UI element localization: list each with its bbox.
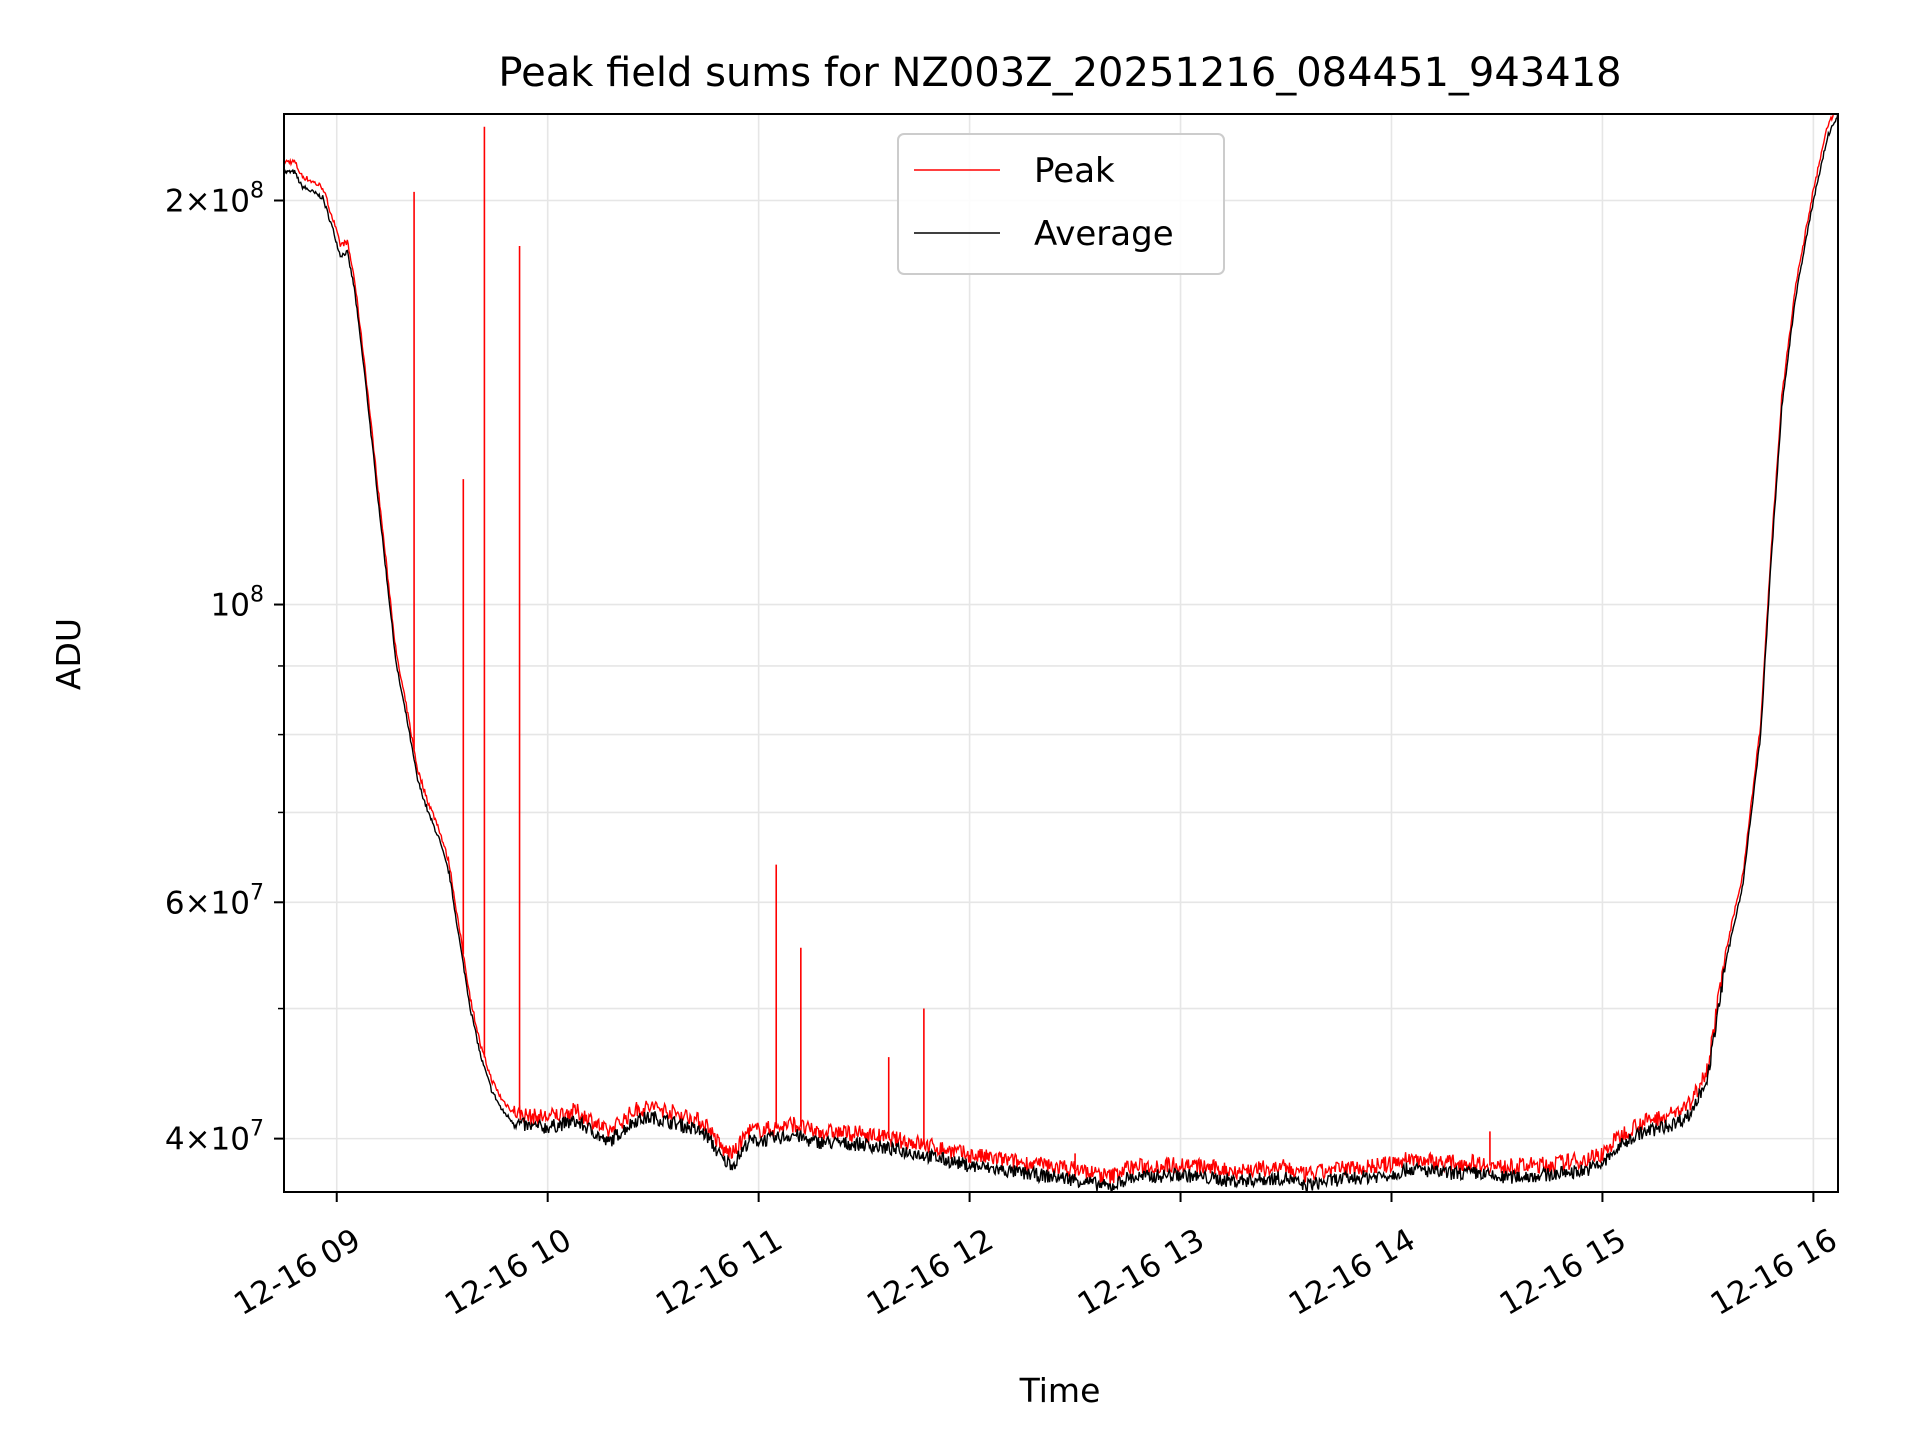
- grid: [284, 114, 1838, 1192]
- plot-area: [284, 114, 1838, 1192]
- legend: Peak Average: [897, 133, 1225, 275]
- series-average-line: [284, 114, 1838, 1192]
- legend-peak-label: Peak: [1034, 151, 1115, 191]
- series-peak-line: [284, 114, 1835, 1185]
- legend-average-label: Average: [1034, 214, 1174, 254]
- y-tick-label: 108: [211, 583, 264, 624]
- y-tick-label: 4×107: [165, 1117, 264, 1158]
- axes-frame: [283, 113, 1839, 1193]
- chart-title: Peak field sums for NZ003Z_20251216_0844…: [498, 50, 1621, 96]
- x-axis-title: Time: [1019, 1371, 1101, 1410]
- y-tick-label: 6×107: [165, 880, 264, 921]
- y-tick-label: 2×108: [165, 179, 264, 220]
- y-axis: 4×107 6×107 108 2×108: [165, 179, 284, 1158]
- legend-box: [897, 133, 1225, 275]
- y-axis-title: ADU: [49, 618, 88, 690]
